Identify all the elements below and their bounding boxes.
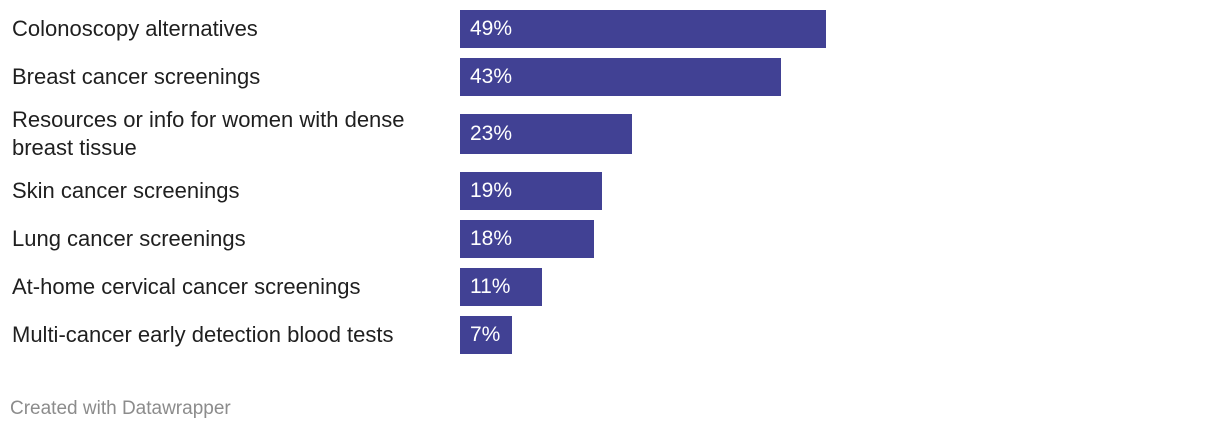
bar-value-label: 23%: [470, 122, 513, 145]
category-label: Lung cancer screenings: [12, 226, 246, 251]
bar: 11%: [460, 268, 542, 306]
datawrapper-credit[interactable]: Created with Datawrapper: [10, 398, 231, 419]
bar-value-label: 43%: [470, 65, 513, 88]
bar-value-label: 18%: [470, 227, 513, 250]
bar: 7%: [460, 316, 512, 354]
bar-value-label: 11%: [470, 275, 511, 298]
bar: 23%: [460, 114, 632, 154]
category-label: At-home cervical cancer screenings: [12, 274, 361, 299]
bar: 43%: [460, 58, 781, 96]
bar-value-label: 49%: [470, 17, 513, 40]
bar: 18%: [460, 220, 594, 258]
category-label: Breast cancer screenings: [12, 64, 261, 89]
bar: 19%: [460, 172, 602, 210]
category-label: Colonoscopy alternatives: [12, 16, 258, 41]
bar: 49%: [460, 10, 826, 48]
bar-value-label: 19%: [470, 179, 513, 202]
category-label: Multi-cancer early detection blood tests: [12, 322, 394, 347]
category-label: Skin cancer screenings: [12, 178, 240, 203]
bar-value-label: 7%: [470, 323, 501, 346]
category-label: Resources or info for women with dense b…: [12, 107, 405, 160]
